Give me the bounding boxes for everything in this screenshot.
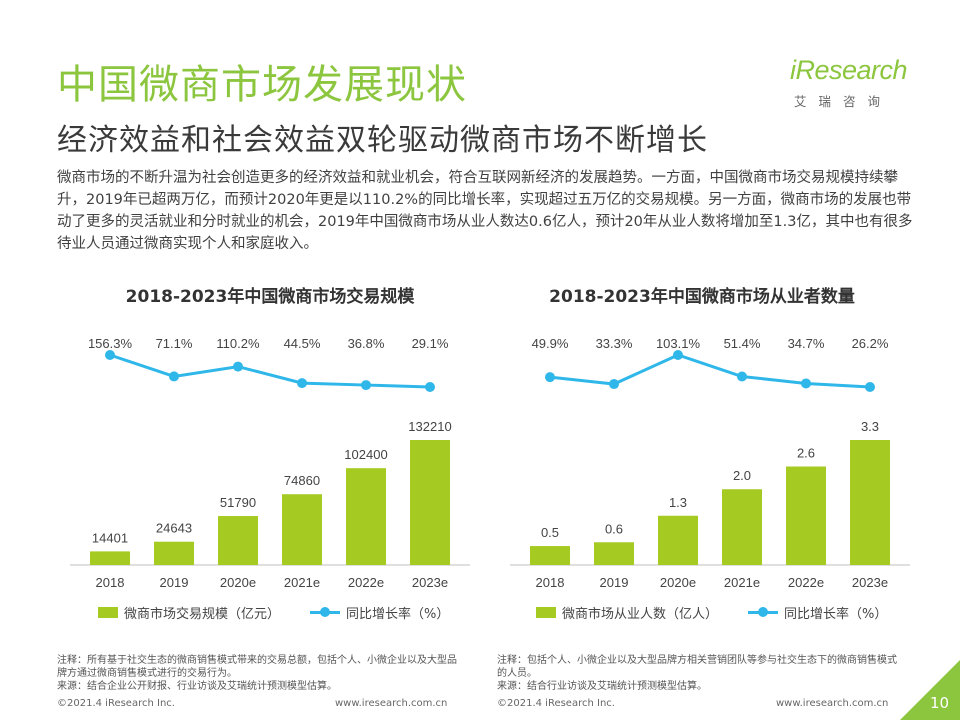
note-line: 来源：结合行业访谈及艾瑞统计预测模型估算。 (497, 681, 707, 692)
growth-rate-label: 156.3% (88, 336, 133, 351)
website-right: www.iresearch.com.cn (776, 698, 889, 709)
bar-value-label: 1.3 (669, 495, 687, 510)
growth-rate-point (361, 380, 371, 391)
page-number: 10 (930, 694, 950, 712)
growth-rate-line (109, 353, 431, 389)
note-right: 注释：包括个人、小微企业以及大型品牌方相关营销团队等参与社交生态下的微商销售模式… (497, 654, 897, 693)
legend-transaction-scale: 微商市场交易规模（亿元） 同比增长率（%） (98, 603, 449, 622)
bar-value-label: 132210 (408, 419, 451, 434)
page-number-badge (900, 660, 960, 720)
intro-paragraph: 微商市场的不断升温为社会创造更多的经济效益和就业机会，符合互联网新经济的发展趋势… (57, 170, 913, 252)
website-left: www.iresearch.com.cn (335, 698, 448, 709)
practitioners-chart: 0.5 2018 0.6 2019 1.3 2020e 2.0 2021e 2.6 2022e 3.… (510, 336, 910, 590)
x-tick-label: 2022e (788, 575, 824, 590)
bar (346, 468, 386, 565)
x-tick-label: 2020e (660, 575, 696, 590)
logo-wordmark: iResearch (790, 55, 908, 85)
growth-rate-point (801, 378, 811, 389)
bar (154, 541, 194, 565)
bar-value-label: 3.3 (861, 419, 879, 434)
x-tick-label: 2018 (536, 575, 565, 590)
bar-value-label: 102400 (344, 447, 387, 462)
bar-value-label: 24643 (156, 521, 192, 536)
note-line: 注释：包括个人、小微企业以及大型品牌方相关营销团队等参与社交生态下的微商销售模式… (497, 655, 897, 679)
note-left-text: 注释：所有基于社交生态的微商销售模式带来的交易总额，包括个人、小微企业以及大型品… (57, 654, 457, 693)
growth-rate-point (105, 350, 115, 360)
copyright-left: ©2021.4 iResearch Inc. (57, 698, 175, 709)
page-title: 中国微商市场发展现状 (57, 62, 467, 108)
bar (850, 440, 890, 565)
growth-rate-point (233, 361, 243, 372)
growth-rate-line (549, 353, 871, 389)
bar-value-label: 74860 (284, 473, 320, 488)
bar (786, 466, 826, 565)
growth-rate-label: 71.1% (156, 336, 193, 351)
growth-rate-label: 34.7% (788, 336, 825, 351)
note-left: 注释：所有基于社交生态的微商销售模式带来的交易总额，包括个人、小微企业以及大型品… (57, 654, 457, 693)
legend-line-swatch (748, 607, 779, 618)
x-tick-label: 2021e (284, 575, 320, 590)
growth-rate-point (673, 350, 683, 360)
growth-rate-label: 26.2% (852, 336, 889, 351)
growth-rate-point (297, 378, 307, 389)
bar-value-label: 0.6 (605, 521, 623, 536)
legend-line-swatch (310, 607, 341, 618)
growth-rate-point (169, 371, 179, 382)
x-tick-label: 2019 (600, 575, 629, 590)
chart-title-transaction-scale: 2018-2023年中国微商市场交易规模 (125, 287, 415, 307)
growth-rate-label: 51.4% (724, 336, 761, 351)
transaction-scale-chart: 14401 2018 24643 2019 51790 2020e 74860 2021e 10… (70, 336, 470, 590)
growth-rate-label: 29.1% (412, 336, 449, 351)
bar (282, 494, 322, 565)
x-tick-label: 2022e (348, 575, 384, 590)
growth-rate-label: 110.2% (216, 336, 260, 351)
growth-rate-point (545, 372, 555, 383)
growth-rate-label: 44.5% (284, 336, 321, 351)
page-badge-shape (900, 660, 960, 720)
growth-rate-label: 33.3% (596, 336, 633, 351)
bar-value-label: 14401 (92, 530, 128, 545)
bar (594, 542, 634, 565)
legend-line-label: 同比增长率（%） (346, 607, 450, 622)
iresearch-logo: iResearch 艾瑞咨询 (790, 45, 920, 115)
copyright-right: ©2021.4 iResearch Inc. (497, 698, 615, 709)
bar-value-label: 51790 (220, 495, 256, 510)
page-subtitle: 经济效益和社会效益双轮驱动微商市场不断增长 (57, 123, 708, 158)
bar (218, 516, 258, 565)
growth-rate-point (425, 382, 435, 392)
growth-rate-label: 103.1% (656, 336, 701, 351)
bar-value-label: 2.0 (733, 468, 751, 483)
chart-title-practitioners: 2018-2023年中国微商市场从业者数量 (549, 287, 855, 307)
growth-rate-label: 36.8% (348, 336, 385, 351)
growth-rate-label: 49.9% (532, 336, 569, 351)
legend-bar-swatch (536, 607, 556, 618)
note-line: 注释：所有基于社交生态的微商销售模式带来的交易总额，包括个人、小微企业以及大型品… (57, 655, 457, 679)
growth-rate-point (609, 379, 619, 390)
logo-chinese-name: 艾瑞咨询 (794, 94, 893, 109)
legend-bar-label: 微商市场从业人数（亿人） (562, 607, 719, 622)
bar (90, 551, 130, 565)
bar-value-label: 0.5 (541, 525, 559, 540)
bar-value-label: 2.6 (797, 446, 815, 461)
x-tick-label: 2023e (852, 575, 888, 590)
x-tick-label: 2020e (220, 575, 256, 590)
bar (722, 489, 762, 565)
x-tick-label: 2018 (96, 575, 125, 590)
legend-bar-label: 微商市场交易规模（亿元） (124, 607, 281, 622)
bar (530, 546, 570, 565)
legend-bar-swatch (98, 607, 118, 618)
legend-line-label: 同比增长率（%） (784, 607, 888, 622)
bar (658, 515, 698, 565)
growth-rate-point (737, 371, 747, 382)
note-line: 来源：结合企业公开财报、行业访谈及艾瑞统计预测模型估算。 (57, 681, 337, 692)
x-tick-label: 2019 (160, 575, 189, 590)
x-tick-label: 2023e (412, 575, 448, 590)
growth-rate-point (865, 382, 875, 392)
legend-practitioners: 微商市场从业人数（亿人） 同比增长率（%） (536, 603, 887, 622)
x-tick-label: 2021e (724, 575, 760, 590)
bar (410, 440, 450, 565)
note-right-text: 注释：包括个人、小微企业以及大型品牌方相关营销团队等参与社交生态下的微商销售模式… (497, 654, 897, 693)
